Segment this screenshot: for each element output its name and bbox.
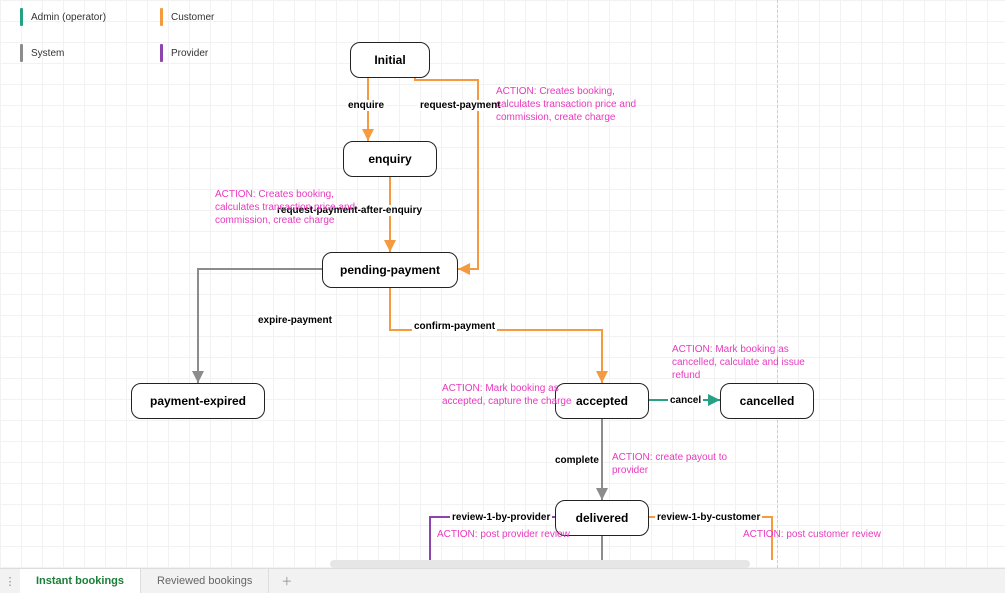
action-review-by-customer: ACTION: post customer review: [743, 528, 881, 541]
node-label: delivered: [576, 511, 629, 525]
legend: Admin (operator) Customer System Provide…: [20, 8, 270, 80]
node-enquiry[interactable]: enquiry: [343, 141, 437, 177]
plus-icon: ＋: [281, 573, 292, 589]
legend-swatch: [20, 44, 23, 62]
node-payment-expired[interactable]: payment-expired: [131, 383, 265, 419]
node-label: pending-payment: [340, 263, 440, 277]
node-pending-payment[interactable]: pending-payment: [322, 252, 458, 288]
legend-item-admin: Admin (operator): [20, 8, 130, 26]
legend-swatch: [160, 44, 163, 62]
legend-item-customer: Customer: [160, 8, 270, 26]
canvas-extent-marker: [777, 0, 778, 568]
legend-item-provider: Provider: [160, 44, 270, 62]
tab-label: Reviewed bookings: [157, 575, 252, 587]
edge-label-review-by-provider: review-1-by-provider: [450, 512, 552, 523]
node-initial[interactable]: Initial: [350, 42, 430, 78]
edge-label-enquire: enquire: [346, 100, 386, 111]
node-label: payment-expired: [150, 394, 246, 408]
action-cancel: ACTION: Mark booking as cancelled, calcu…: [672, 343, 822, 382]
edge-label-review-by-customer: review-1-by-customer: [655, 512, 762, 523]
edge-label-cancel: cancel: [668, 395, 703, 406]
legend-label: Admin (operator): [31, 12, 106, 23]
horizontal-scrollbar[interactable]: [330, 560, 750, 568]
sheet-tabs: ⋮ Instant bookings Reviewed bookings ＋: [0, 568, 1005, 593]
legend-item-system: System: [20, 44, 130, 62]
tab-label: Instant bookings: [36, 575, 124, 587]
legend-swatch: [160, 8, 163, 26]
action-confirm-payment: ACTION: Mark booking as accepted, captur…: [442, 382, 592, 408]
edge-label-expire-payment: expire-payment: [256, 315, 334, 326]
add-tab-button[interactable]: ＋: [269, 569, 304, 593]
node-cancelled[interactable]: cancelled: [720, 383, 814, 419]
action-request-payment: ACTION: Creates booking, calculates tran…: [496, 85, 646, 124]
action-review-by-provider: ACTION: post provider review: [437, 528, 570, 541]
diagram-canvas: Admin (operator) Customer System Provide…: [0, 0, 1005, 593]
legend-label: Provider: [171, 48, 208, 59]
drag-handle-icon[interactable]: ⋮: [0, 569, 20, 593]
action-request-payment-after-enquiry: ACTION: Creates booking, calculates tran…: [215, 188, 365, 227]
edge-label-complete: complete: [553, 455, 601, 466]
node-label: enquiry: [368, 152, 411, 166]
action-complete: ACTION: create payout to provider: [612, 451, 762, 477]
tab-reviewed-bookings[interactable]: Reviewed bookings: [141, 569, 269, 593]
legend-label: Customer: [171, 12, 214, 23]
tab-instant-bookings[interactable]: Instant bookings: [20, 569, 141, 593]
legend-swatch: [20, 8, 23, 26]
node-label: Initial: [374, 53, 405, 67]
edge-label-confirm-payment: confirm-payment: [412, 321, 497, 332]
legend-label: System: [31, 48, 64, 59]
edge-label-request-payment: request-payment: [418, 100, 503, 111]
node-label: cancelled: [740, 394, 795, 408]
